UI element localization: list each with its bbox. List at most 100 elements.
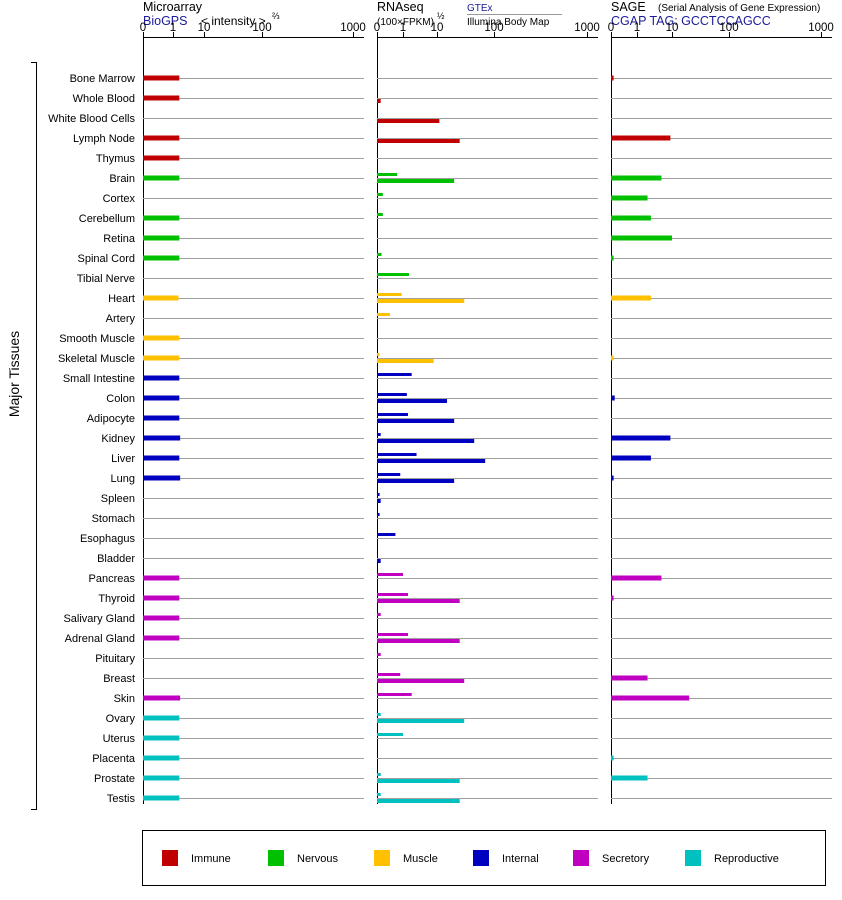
illumina-bar: [377, 459, 486, 463]
tissue-label: Colon: [106, 393, 135, 405]
rnaseq-header: RNAseq (100×FPKM) ½ GTEx Illumina Body M…: [377, 0, 562, 28]
sage-bar: [611, 775, 648, 781]
microarray-tick-label: 100: [252, 22, 271, 34]
tissue-label: Bone Marrow: [70, 73, 135, 85]
tissue-label: Heart: [108, 293, 135, 305]
gtex-bar: [377, 773, 381, 776]
illumina-bar: [377, 779, 460, 783]
illumina-bar: [377, 639, 460, 643]
tissue-label: Uterus: [103, 733, 136, 745]
microarray-bar: [143, 735, 180, 741]
microarray-tick-label: 0: [140, 22, 146, 34]
tissue-label: Stomach: [92, 513, 135, 525]
legend-label-nervous: Nervous: [297, 853, 338, 865]
sage-bar: [611, 455, 651, 461]
tissue-label: Placenta: [92, 753, 136, 765]
microarray-bar: [143, 295, 179, 301]
microarray-bar: [143, 355, 180, 361]
tissue-label: Breast: [103, 673, 135, 685]
rnaseq-unit-label: (100×FPKM): [377, 17, 434, 28]
illumina-bar: [377, 719, 465, 723]
tissue-label: Spinal Cord: [78, 253, 135, 265]
microarray-bar: [143, 75, 180, 81]
microarray-tick-label: 1000: [340, 22, 366, 34]
tissue-label: Adipocyte: [87, 413, 135, 425]
microarray-bar: [143, 215, 180, 221]
microarray-bar: [143, 615, 180, 621]
sage-bar: [611, 755, 614, 761]
legend-swatch-muscle: [374, 850, 390, 866]
tissue-label: Lung: [111, 473, 135, 485]
microarray-bar: [143, 775, 180, 781]
gtex-bar: [377, 693, 412, 696]
tissue-label: Small Intestine: [63, 373, 135, 385]
legend: Immune Nervous Muscle Internal Secretory Repr…: [162, 850, 779, 866]
sage-bar: [611, 395, 615, 401]
microarray-bar: [143, 135, 180, 141]
tissue-label: Spleen: [101, 493, 135, 505]
microarray-tick-label: 1: [170, 22, 176, 34]
gtex-bar: [377, 253, 382, 256]
illumina-bar: [377, 559, 381, 563]
sage-tick-label: 100: [719, 22, 738, 34]
gtex-bar: [377, 193, 383, 196]
sage-bar: [611, 175, 662, 181]
legend-swatch-immune: [162, 850, 178, 866]
legend-swatch-internal: [473, 850, 489, 866]
gtex-bar: [377, 733, 403, 736]
gtex-label: GTEx: [467, 3, 493, 14]
gtex-bar: [377, 653, 381, 656]
rnaseq-tick-label: 1: [400, 22, 406, 34]
sage-bar: [611, 75, 614, 81]
tissue-label: Thyroid: [98, 593, 135, 605]
panel-axes: 0 1 10 100 1000 0 1 10 100 1000 0 1 10 100 1000: [140, 22, 834, 804]
microarray-bar: [143, 95, 180, 101]
legend-label-immune: Immune: [191, 853, 231, 865]
gtex-bar: [377, 673, 401, 676]
gtex-bar: [377, 613, 381, 616]
tissue-label: Kidney: [101, 433, 135, 445]
illumina-bar: [377, 179, 455, 183]
illumina-bar: [377, 479, 455, 483]
microarray-source: BioGPS: [143, 14, 187, 28]
microarray-unit-label: < intensity >: [201, 14, 266, 28]
sage-bar: [611, 195, 648, 201]
sage-bar: [611, 595, 614, 601]
tissue-label: Salivary Gland: [63, 613, 135, 625]
tissue-label: Artery: [106, 313, 136, 325]
microarray-bar: [143, 395, 180, 401]
microarray-bar: [143, 175, 180, 181]
tissue-label: Thymus: [96, 153, 136, 165]
microarray-bar: [143, 335, 180, 341]
illumina-label: Illumina Body Map: [467, 17, 550, 28]
sage-bar: [611, 575, 662, 581]
microarray-bar: [143, 635, 180, 641]
tissue-label: Esophagus: [80, 533, 136, 545]
microarray-unit-exponent: ⅔: [272, 11, 280, 21]
rnaseq-title: RNAseq: [377, 0, 424, 14]
sage-tick-label: 0: [608, 22, 614, 34]
gtex-bar: [377, 373, 412, 376]
tissue-label: Ovary: [106, 713, 136, 725]
gtex-bar: [377, 793, 381, 796]
sage-bar: [611, 135, 671, 141]
sage-tick-label: 1: [634, 22, 640, 34]
gtex-bar: [377, 173, 398, 176]
gtex-bar: [377, 573, 403, 576]
microarray-header: Microarray BioGPS < intensity > ⅔: [143, 0, 280, 28]
illumina-bar: [377, 499, 381, 503]
illumina-bar: [377, 439, 475, 443]
sage-header: SAGE (Serial Analysis of Gene Expression…: [611, 0, 820, 28]
legend-swatch-secretory: [573, 850, 589, 866]
tissue-label: Smooth Muscle: [59, 333, 135, 345]
microarray-tick-label: 10: [198, 22, 211, 34]
microarray-bar: [143, 715, 180, 721]
gtex-bar: [377, 473, 401, 476]
illumina-bar: [377, 399, 448, 403]
sage-tick-label: 10: [666, 22, 679, 34]
gtex-bar: [377, 293, 402, 296]
rnaseq-tick-label: 1000: [574, 22, 600, 34]
microarray-bar: [143, 235, 180, 241]
